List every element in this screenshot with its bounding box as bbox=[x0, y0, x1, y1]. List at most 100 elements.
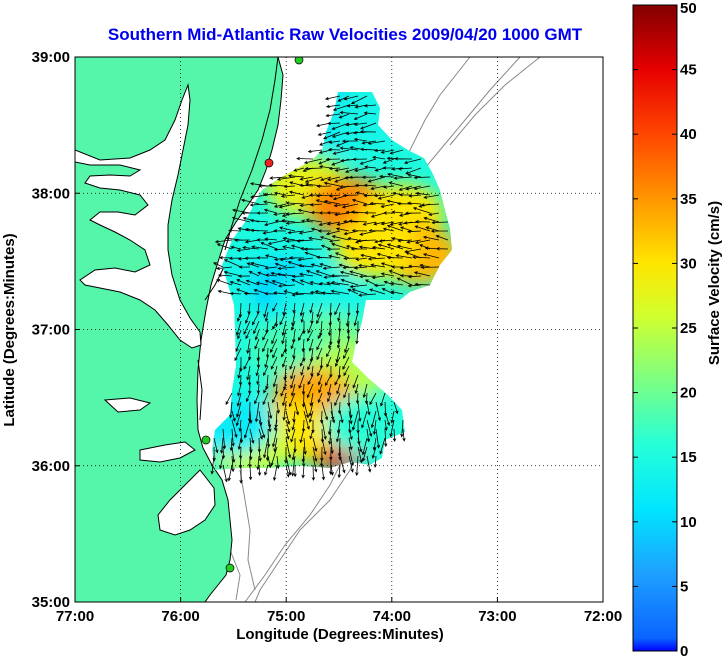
velocity-arrow bbox=[393, 176, 413, 180]
velocity-arrow bbox=[390, 410, 395, 424]
velocity-arrow bbox=[327, 176, 341, 181]
velocity-vectors bbox=[210, 95, 449, 484]
velocity-arrow bbox=[250, 228, 269, 233]
inland-waters bbox=[75, 83, 216, 536]
velocity-arrow bbox=[325, 230, 341, 236]
velocity-arrow bbox=[315, 270, 332, 277]
velocity-arrow bbox=[255, 365, 260, 377]
velocity-arrow bbox=[257, 464, 262, 477]
velocity-arrow bbox=[389, 149, 404, 155]
velocity-arrow bbox=[380, 203, 395, 208]
velocity-arrow bbox=[263, 208, 278, 214]
velocity-arrow bbox=[343, 95, 359, 101]
velocity-arrow bbox=[290, 374, 296, 389]
velocity-arrow bbox=[414, 225, 431, 232]
velocity-arrow bbox=[272, 302, 278, 312]
velocity-arrow bbox=[321, 419, 327, 440]
velocity-arrow bbox=[379, 437, 386, 455]
velocity-arrow bbox=[264, 464, 269, 476]
colorbar-tick-label: 40 bbox=[680, 126, 697, 143]
velocity-arrow bbox=[309, 392, 314, 407]
velocity-arrow bbox=[349, 284, 368, 289]
velocity-arrow bbox=[379, 174, 395, 179]
velocity-arrow bbox=[344, 338, 350, 354]
velocity-arrow bbox=[291, 293, 305, 297]
velocity-arrow bbox=[357, 401, 362, 422]
velocity-arrow bbox=[371, 446, 377, 459]
velocity-arrow bbox=[236, 401, 242, 418]
velocity-arrow bbox=[228, 228, 242, 233]
velocity-arrow bbox=[220, 437, 224, 454]
velocity-arrow bbox=[235, 320, 242, 336]
velocity-arrow bbox=[241, 211, 260, 215]
velocity-arrow bbox=[354, 167, 368, 172]
velocity-arrow bbox=[270, 356, 278, 370]
velocity-arrow bbox=[370, 185, 386, 191]
velocity-arrow bbox=[330, 289, 350, 295]
velocity-arrow bbox=[412, 207, 431, 214]
velocity-arrow bbox=[290, 428, 296, 443]
radar-site-marker bbox=[264, 158, 274, 168]
velocity-arrow bbox=[303, 437, 307, 455]
velocity-arrow bbox=[396, 277, 413, 286]
velocity-arrow bbox=[415, 191, 431, 196]
velocity-arrow bbox=[321, 401, 329, 421]
velocity-arrow bbox=[239, 464, 243, 484]
velocity-arrow bbox=[419, 263, 431, 268]
velocity-arrow bbox=[366, 419, 373, 437]
velocity-arrow bbox=[348, 219, 368, 223]
velocity-arrow bbox=[315, 199, 332, 205]
velocity-arrow bbox=[304, 176, 323, 183]
velocity-arrow bbox=[328, 147, 341, 152]
velocity-arrow bbox=[289, 256, 305, 260]
velocity-arrow bbox=[279, 311, 287, 326]
velocity-arrow bbox=[321, 291, 341, 295]
velocity-arrow bbox=[272, 464, 278, 481]
velocity-arrow bbox=[359, 230, 377, 236]
velocity-arrow bbox=[351, 198, 368, 205]
velocity-arrow bbox=[364, 279, 377, 286]
velocity-arrow bbox=[273, 419, 278, 432]
velocity-arrow bbox=[264, 311, 269, 323]
velocity-arrow bbox=[222, 428, 227, 450]
velocity-arrow bbox=[350, 95, 368, 104]
velocity-arrow bbox=[395, 254, 413, 259]
velocity-arrow bbox=[386, 224, 404, 232]
velocity-arrow bbox=[330, 274, 350, 278]
velocity-arrow bbox=[235, 410, 242, 427]
velocity-arrow bbox=[312, 455, 318, 473]
velocity-arrow bbox=[285, 212, 305, 216]
velocity-arrow bbox=[355, 257, 368, 261]
velocity-arrow bbox=[326, 347, 332, 358]
velocity-arrow bbox=[255, 281, 269, 286]
velocity-arrow bbox=[254, 338, 260, 350]
velocity-arrow bbox=[337, 464, 341, 479]
velocity-arrow bbox=[276, 272, 296, 277]
velocity-arrow bbox=[348, 410, 353, 425]
velocity-arrow bbox=[290, 365, 296, 380]
velocity-arrow bbox=[276, 401, 280, 414]
velocity-arrow bbox=[352, 374, 359, 389]
velocity-arrow bbox=[400, 419, 404, 438]
velocity-arrow bbox=[317, 131, 332, 136]
velocity-arrow bbox=[271, 329, 278, 345]
velocity-arrow bbox=[254, 392, 260, 405]
velocity-arrow bbox=[339, 410, 344, 424]
velocity-arrow bbox=[243, 320, 251, 335]
velocity-arrow bbox=[267, 455, 272, 469]
velocity-arrow bbox=[251, 311, 260, 326]
velocity-arrow bbox=[382, 166, 395, 170]
velocity-arrow bbox=[267, 401, 273, 420]
x-tick-label: 74:00 bbox=[373, 608, 411, 625]
x-tick-label: 72:00 bbox=[584, 608, 622, 625]
velocity-arrow bbox=[362, 221, 377, 226]
velocity-arrow bbox=[316, 347, 323, 361]
velocity-arrow bbox=[358, 245, 377, 250]
velocity-arrow bbox=[384, 419, 388, 431]
velocity-arrow bbox=[328, 254, 341, 259]
velocity-arrow bbox=[344, 374, 350, 388]
velocity-arrow bbox=[341, 203, 359, 209]
velocity-arrow bbox=[386, 243, 404, 250]
velocity-arrow bbox=[251, 245, 269, 250]
